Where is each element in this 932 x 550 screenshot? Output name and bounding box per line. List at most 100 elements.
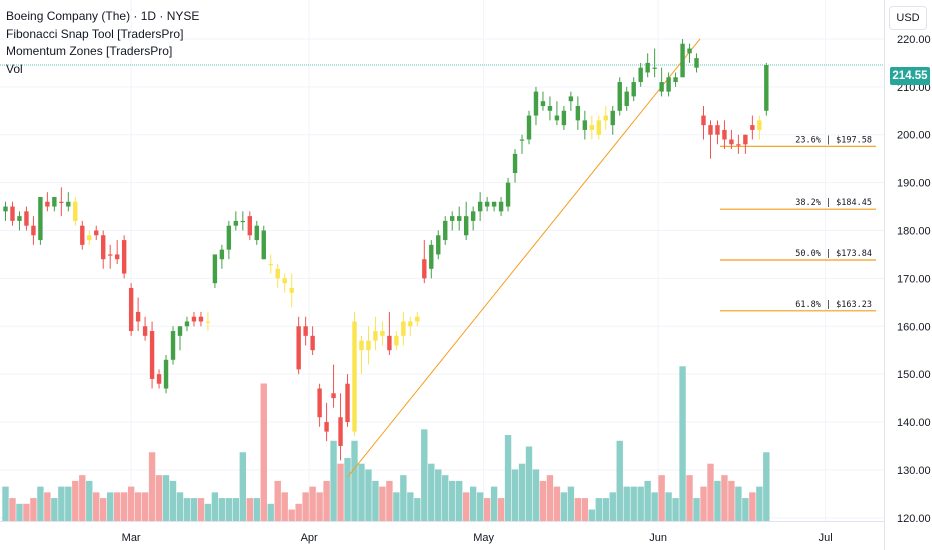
volume-bar [595, 498, 602, 521]
price-tick-label: 150.00 [897, 369, 931, 381]
volume-bar [574, 498, 582, 521]
candle-body [163, 359, 169, 389]
candle-body [66, 201, 71, 207]
volume-bar [525, 446, 533, 521]
volume-bar [700, 486, 707, 521]
candle-body [694, 58, 699, 68]
candle-body [729, 139, 734, 145]
volume-bar [490, 486, 498, 521]
time-axis[interactable]: Mar Apr May Jun Jul [122, 532, 833, 544]
volume-bar [476, 492, 484, 521]
candle-body [121, 240, 127, 274]
candle-body [80, 225, 85, 245]
volume-bar [442, 475, 449, 521]
candle-body [108, 254, 113, 256]
volume-bar [288, 509, 295, 521]
candle-body [645, 62, 650, 73]
candle-body [708, 125, 713, 135]
candle-body [275, 268, 280, 279]
indicator-momentum-zones[interactable]: Momentum Zones [TradersPro] [6, 44, 173, 58]
candle-body [680, 43, 685, 78]
volume-bar [435, 469, 442, 521]
candle-body [52, 196, 57, 207]
candle-body [757, 120, 762, 130]
symbol-title[interactable]: Boeing Company (The) · 1D · NYSE [6, 9, 200, 23]
volume-bar [546, 475, 554, 521]
volume-bar [742, 498, 749, 521]
volume-bar [190, 498, 198, 521]
candle-body [303, 326, 308, 336]
volume-bar [763, 452, 770, 521]
fibonacci-levels: 23.6% | $197.58 38.2% | $184.45 50.0% | $1… [347, 38, 876, 478]
indicator-volume[interactable]: Vol [6, 61, 23, 76]
volume-bar [37, 486, 44, 521]
price-axis[interactable]: 120.00 130.00 140.00 150.00 160.00 170.00 180.… [897, 34, 931, 525]
candle-body [233, 220, 239, 226]
last-price-badge: 214.55 [890, 67, 930, 85]
candle-body [519, 139, 525, 141]
volume-bars [2, 366, 770, 521]
fib-level-label: 23.6% | $197.58 [795, 135, 872, 145]
price-tick-label: 160.00 [897, 321, 931, 333]
volume-bar [462, 492, 470, 521]
candle-body [73, 201, 78, 221]
fib-swing-line [347, 38, 701, 478]
fib-level-label: 38.2% | $184.45 [795, 198, 872, 208]
indicator-fibonacci-snap[interactable]: Fibonacci Snap Tool [TradersPro] [6, 26, 184, 41]
candles [3, 38, 769, 461]
volume-bar [218, 498, 226, 521]
volume-bar [609, 492, 616, 521]
candle-body [422, 259, 427, 279]
volume-bar [197, 498, 205, 521]
volume-bar [588, 509, 596, 521]
volume-bar [79, 475, 86, 521]
volume-bar [644, 480, 651, 521]
volume-bar [100, 498, 107, 521]
candle-body [205, 321, 211, 323]
volume-bar [728, 480, 735, 521]
volume-bar [483, 498, 491, 521]
candle-body [352, 321, 357, 432]
candle-body [317, 388, 322, 418]
volume-bar [707, 463, 714, 521]
volume-bar [232, 498, 240, 521]
candle-body [380, 331, 385, 336]
candle-body [659, 82, 664, 92]
candle-body [184, 321, 190, 327]
volume-bar [497, 498, 505, 521]
volume-bar [714, 480, 721, 521]
volume-bar [211, 492, 219, 521]
volume-bar [86, 480, 93, 521]
volume-bar [2, 486, 9, 521]
candle-body [289, 287, 294, 293]
candle-body [505, 182, 511, 207]
candle-body [38, 196, 43, 241]
volume-bar [260, 383, 267, 521]
candle-body [666, 77, 671, 92]
candle-body [568, 96, 574, 102]
volume-bar [107, 492, 114, 521]
volume-bar [23, 503, 30, 521]
volume-bar [449, 480, 456, 521]
currency-button[interactable]: USD [889, 6, 927, 30]
volume-bar [330, 440, 337, 521]
volume-bar [693, 498, 700, 521]
volume-bar [344, 457, 351, 521]
candle-body [624, 91, 629, 106]
volume-bar [721, 475, 728, 521]
candle-body [142, 326, 148, 336]
candle-body [198, 316, 204, 322]
volume-bar [749, 492, 756, 521]
volume-bar [351, 440, 358, 521]
candle-body [261, 230, 266, 260]
volume-bar [176, 492, 184, 521]
volume-bar [365, 469, 372, 521]
candle-body [764, 65, 769, 111]
volume-bar [225, 498, 233, 521]
candle-body [324, 422, 329, 432]
candle-body [491, 201, 497, 207]
candle-body [24, 211, 29, 226]
volume-bar [686, 475, 693, 521]
volume-bar [239, 452, 247, 521]
